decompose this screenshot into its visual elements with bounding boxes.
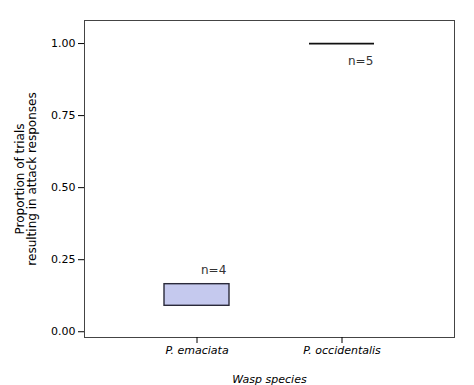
- svg-text:0.00: 0.00: [51, 325, 76, 338]
- svg-text:0.50: 0.50: [51, 181, 76, 194]
- svg-text:P. occidentalis: P. occidentalis: [303, 344, 381, 357]
- svg-text:Proportion of trialsresulting: Proportion of trialsresulting in attack …: [13, 92, 39, 265]
- svg-text:P. emaciata: P. emaciata: [165, 344, 228, 357]
- svg-text:Wasp species: Wasp species: [232, 373, 307, 385]
- svg-text:0.25: 0.25: [51, 253, 76, 266]
- svg-text:1.00: 1.00: [51, 37, 76, 50]
- svg-text:0.75: 0.75: [51, 109, 76, 122]
- svg-text:n=5: n=5: [348, 54, 373, 68]
- svg-text:n=4: n=4: [201, 263, 226, 277]
